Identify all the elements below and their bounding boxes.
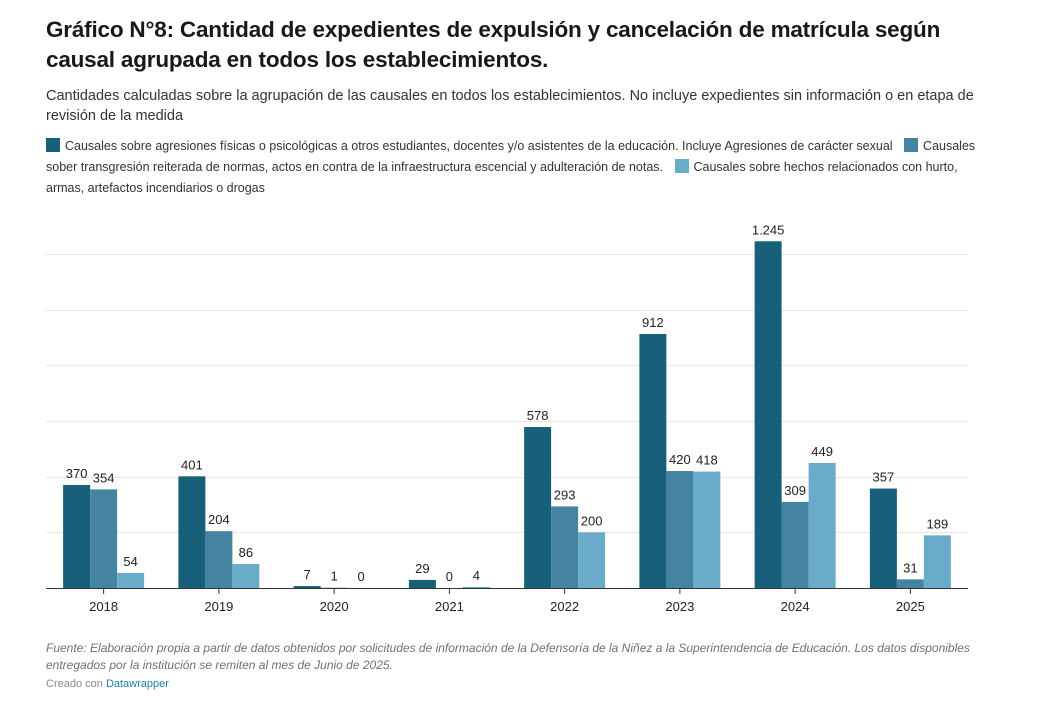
legend-item-agresiones: Causales sobre agresiones físicas o psic… — [46, 138, 896, 153]
bar — [693, 471, 721, 588]
data-label: 449 — [811, 444, 833, 459]
data-label: 1 — [331, 569, 338, 584]
bar — [896, 579, 924, 588]
bar — [462, 586, 490, 588]
data-label: 293 — [554, 487, 576, 502]
datawrapper-link[interactable]: Datawrapper — [105, 678, 169, 690]
bar — [551, 506, 579, 588]
data-label: 200 — [581, 513, 603, 528]
data-label: 401 — [181, 457, 203, 472]
chart-subtitle: Cantidades calculadas sobre la agrupació… — [46, 88, 974, 124]
x-axis: 2018 2019 2020 2021 2022 2023 2024 2025 — [46, 588, 968, 614]
x-tick-label: 2023 — [665, 599, 694, 614]
data-label: 357 — [873, 470, 895, 485]
data-label: 418 — [696, 453, 718, 468]
bar — [524, 427, 552, 588]
data-label: 420 — [669, 452, 691, 467]
data-label: 1.245 — [752, 222, 785, 237]
x-tick-label: 2022 — [550, 599, 579, 614]
data-label: 4 — [473, 568, 480, 583]
bar — [90, 489, 118, 588]
legend-label: Causales sobre agresiones físicas o psic… — [65, 139, 893, 153]
data-label: 204 — [208, 512, 230, 527]
bar — [923, 535, 951, 588]
bar — [178, 476, 206, 588]
legend-item-hurto: Causales sobre hechos relacionados con h… — [46, 159, 958, 195]
bar — [754, 241, 782, 588]
data-label: 29 — [415, 561, 429, 576]
x-tick-label: 2020 — [320, 599, 349, 614]
data-label: 0 — [358, 569, 365, 584]
x-tick-label: 2018 — [89, 599, 118, 614]
bar — [63, 484, 91, 588]
x-tick-label: 2024 — [781, 599, 810, 614]
data-label: 309 — [784, 483, 806, 498]
bar — [578, 532, 606, 588]
data-label: 912 — [642, 315, 664, 330]
bar — [666, 471, 694, 588]
bar — [808, 462, 836, 588]
bars — [63, 241, 951, 588]
data-label: 578 — [527, 408, 549, 423]
x-tick-label: 2025 — [896, 599, 925, 614]
bar — [293, 586, 321, 588]
data-label: 354 — [93, 470, 115, 485]
data-label: 31 — [903, 560, 917, 575]
credit-prefix: Creado con — [46, 678, 103, 690]
data-label: 7 — [304, 567, 311, 582]
legend-label: Causales sober transgresión reiterada de… — [46, 139, 976, 174]
legend-swatch — [904, 138, 919, 152]
data-labels: 370 354 54 401 204 86 7 1 0 29 0 4 578 293 200 912 420 41… — [66, 222, 948, 584]
bar — [232, 564, 260, 588]
legend: Causales sobre agresiones físicas o psic… — [46, 136, 976, 199]
legend-swatch — [674, 159, 689, 173]
data-label: 86 — [239, 545, 253, 560]
bar — [639, 334, 667, 588]
bar — [117, 572, 145, 588]
bar — [869, 488, 897, 588]
data-label: 189 — [927, 516, 949, 531]
x-tick-label: 2021 — [435, 599, 464, 614]
chart-title: Gráfico N°8: Cantidad de expedientes de … — [46, 17, 941, 72]
x-tick-label: 2019 — [204, 599, 233, 614]
data-label: 54 — [123, 554, 137, 569]
legend-label: Causales sobre hechos relacionados con h… — [46, 160, 958, 195]
credit: Creado con Datawrapper — [46, 678, 169, 690]
data-label: 0 — [446, 569, 453, 584]
source-note: Fuente: Elaboración propia a partir de d… — [46, 641, 970, 672]
data-label: 370 — [66, 466, 88, 481]
bar — [781, 501, 809, 588]
legend-item-transgresion: Causales sober transgresión reiterada de… — [46, 138, 976, 174]
legend-swatch — [46, 138, 60, 152]
bar — [205, 531, 233, 588]
bar — [408, 579, 436, 588]
